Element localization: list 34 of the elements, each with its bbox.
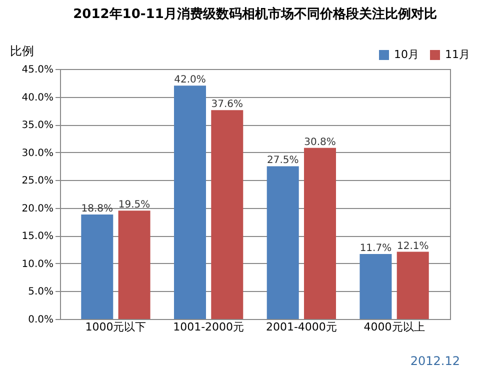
bar [211,110,244,319]
bar [118,210,150,319]
y-tick-label: 45.0% [22,64,54,76]
data-label: 42.0% [174,74,206,86]
data-label: 27.5% [266,155,299,166]
bar [360,254,392,319]
chart-title: 2012年10-11月消费级数码相机市场不同价格段关注比例对比 [73,6,437,22]
y-tick-label: 10.0% [22,258,54,270]
data-label: 19.5% [118,200,150,211]
text: 2012.12 [410,354,460,368]
x-tick-label: 1000元以下 [85,320,146,334]
x-tick-label: 4000元以上 [364,320,425,334]
y-tick-label: 25.0% [22,176,54,187]
y-tick-label: 35.0% [22,120,54,132]
data-label: 37.6% [211,99,244,110]
bar [304,148,336,319]
legend-label: 11月 [445,48,470,61]
bar [174,86,206,319]
bar [266,166,299,319]
y-tick-label: 20.0% [22,203,54,214]
y-axis-title: 比例 [10,44,34,58]
data-label: 30.8% [304,136,336,148]
data-label: 12.1% [396,240,429,252]
y-tick-label: 5.0% [28,286,54,298]
x-tick-label: 1001-2000元 [173,320,244,334]
data-label: 11.7% [360,243,392,254]
y-tick-label: 15.0% [22,231,54,242]
x-tick-label: 2001-4000元 [266,320,337,334]
y-tick-label: 0.0% [28,314,54,326]
bar [396,252,429,319]
bar [81,214,114,319]
y-tick-label: 40.0% [22,92,54,104]
legend-label: 10月 [394,48,419,61]
y-tick-label: 30.0% [22,148,54,159]
